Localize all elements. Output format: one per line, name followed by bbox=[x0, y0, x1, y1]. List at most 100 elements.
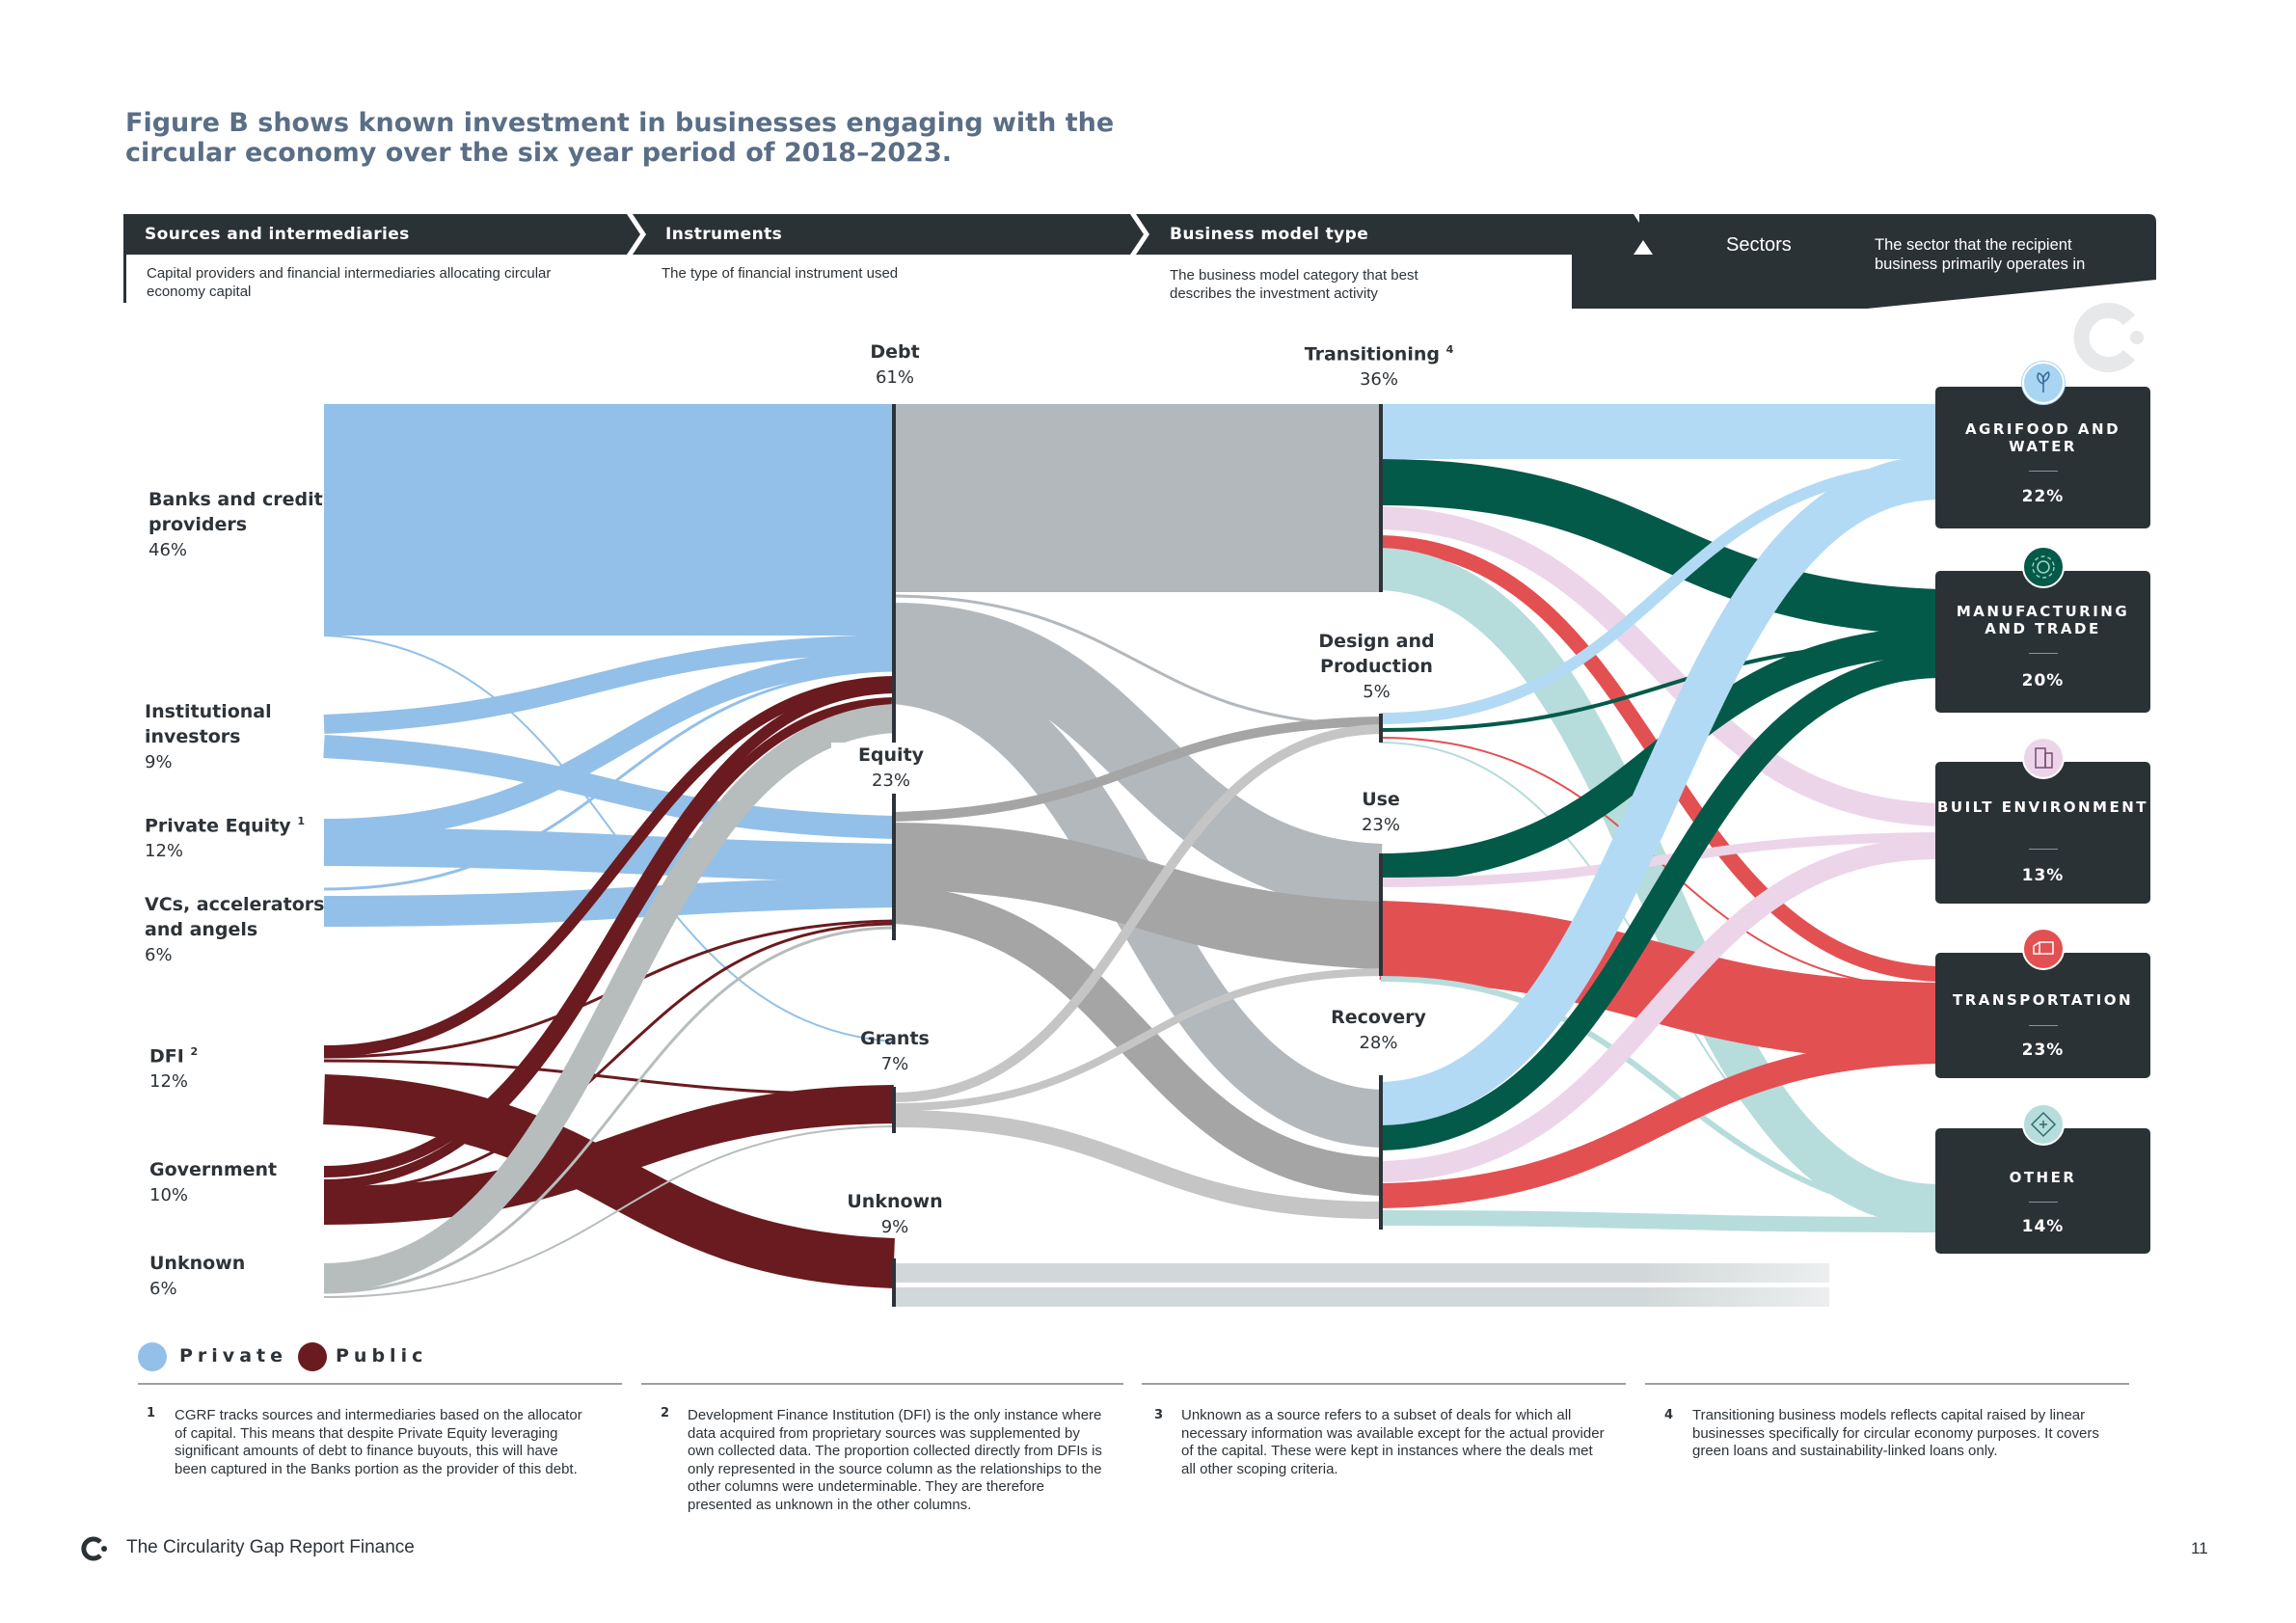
header-business-model: Business model type bbox=[1170, 225, 1369, 244]
flow-unknown-debt bbox=[323, 704, 895, 1292]
truck-icon bbox=[2021, 928, 2065, 970]
footnote-rule bbox=[1142, 1383, 1626, 1385]
flow-unknown-grants bbox=[323, 1125, 895, 1298]
flow-pe-equity bbox=[323, 827, 895, 882]
header-sectors: Sectors bbox=[1726, 234, 1792, 256]
flows-sources-to-instruments bbox=[323, 404, 895, 1298]
flow-unknown-band-2 bbox=[894, 1287, 1829, 1307]
sector-name: OTHER bbox=[2009, 1169, 2077, 1186]
header-arrow-business bbox=[1136, 214, 1647, 255]
header-business-desc: The business model category that best de… bbox=[1170, 267, 1418, 302]
legend-public-swatch bbox=[298, 1342, 327, 1371]
flow-government-debt bbox=[323, 682, 895, 1177]
instrument-label-grants: Grants 7% bbox=[860, 1028, 930, 1074]
building-icon bbox=[2021, 737, 2065, 779]
sector-name: AGRIFOOD AND WATER bbox=[1964, 420, 2121, 455]
flow-grants-recovery bbox=[893, 1110, 1382, 1219]
footnote-text: Unknown as a source refers to a subset o… bbox=[1181, 1407, 1605, 1477]
footnote-rule bbox=[1645, 1383, 2129, 1385]
instrument-label-unknown: Unknown 9% bbox=[847, 1191, 943, 1237]
node-bar-grants bbox=[892, 1087, 896, 1133]
flow-transitioning-built bbox=[1380, 506, 1939, 826]
sector-name: TRANSPORTATION bbox=[1953, 991, 2133, 1009]
flow-equity-use bbox=[893, 823, 1383, 969]
node-bar-unknown bbox=[892, 1258, 896, 1307]
instrument-label-debt: Debt 61% bbox=[870, 341, 920, 388]
footnote-text: Development Finance Institution (DFI) is… bbox=[688, 1407, 1102, 1513]
sector-name: MANUFACTURING AND TRADE bbox=[1956, 603, 2130, 637]
source-label-dfi: DFI 2 12% bbox=[149, 1045, 199, 1093]
flow-unknown-equity bbox=[323, 926, 895, 1294]
sector-built-environment: BUILT ENVIRONMENT 13% bbox=[1935, 737, 2150, 904]
footnote-number: 4 bbox=[1664, 1408, 1674, 1422]
footnote-rule bbox=[641, 1383, 1123, 1385]
flow-pe-debt bbox=[323, 650, 895, 840]
source-label-banks: Banks and credit providers 46% bbox=[149, 489, 323, 560]
flow-transitioning-manufacturing bbox=[1380, 459, 1939, 636]
sector-pct: 22% bbox=[2021, 487, 2065, 506]
flows-instruments-to-models bbox=[890, 404, 1829, 1307]
sector-pct: 13% bbox=[2021, 866, 2065, 885]
footnote-number: 1 bbox=[147, 1406, 156, 1420]
header-sources-desc: Capital providers and financial intermed… bbox=[147, 265, 552, 300]
footnote-rule bbox=[138, 1383, 622, 1385]
model-label-recovery: Recovery 28% bbox=[1331, 1007, 1426, 1053]
header-instruments: Instruments bbox=[665, 225, 783, 244]
sector-agrifood: AGRIFOOD AND WATER 22% bbox=[1935, 361, 2150, 528]
flow-dfi-unknown bbox=[323, 1074, 895, 1288]
flows-models-to-sectors bbox=[1379, 404, 1940, 1232]
gear-icon bbox=[2021, 546, 2065, 588]
flow-grants-use bbox=[893, 968, 1382, 1111]
flow-equity-design bbox=[893, 717, 1382, 822]
source-label-government: Government 10% bbox=[149, 1159, 278, 1205]
node-bars bbox=[892, 404, 1383, 1307]
source-label-private-equity: Private Equity 1 12% bbox=[145, 815, 305, 862]
leaf-icon bbox=[2020, 361, 2066, 405]
footnote-number: 3 bbox=[1154, 1408, 1164, 1422]
flow-use-other bbox=[1380, 976, 1939, 1223]
header-instruments-desc: The type of financial instrument used bbox=[662, 265, 899, 282]
flow-recovery-other bbox=[1380, 1210, 1939, 1232]
flow-transitioning-agrifood bbox=[1381, 404, 1938, 459]
model-label-design: Design and Production 5% bbox=[1318, 631, 1435, 702]
flow-debt-use bbox=[893, 603, 1383, 911]
flow-government-grants bbox=[323, 1085, 895, 1225]
sector-manufacturing: MANUFACTURING AND TRADE 20% bbox=[1935, 546, 2150, 713]
instrument-label-equity: Equity 23% bbox=[831, 743, 951, 794]
footer-report-name: The Circularity Gap Report Finance bbox=[126, 1537, 415, 1557]
flow-recovery-agrifood bbox=[1379, 455, 1940, 1126]
diamond-plus-icon bbox=[2021, 1103, 2065, 1146]
flow-grants-design bbox=[893, 724, 1382, 1102]
flow-unknown-band-1 bbox=[894, 1263, 1829, 1283]
figure-title: Figure B shows known investment in busin… bbox=[125, 108, 1115, 168]
page-number: 11 bbox=[2191, 1539, 2208, 1557]
flow-dfi-debt bbox=[323, 676, 895, 1057]
sector-transportation: TRANSPORTATION 23% bbox=[1935, 928, 2150, 1078]
sector-pct: 20% bbox=[2021, 671, 2065, 690]
flow-recovery-built bbox=[1380, 838, 1939, 1182]
report-logo-icon bbox=[81, 1536, 107, 1561]
header-arrow-sources bbox=[125, 214, 640, 255]
source-label-institutional: Institutional investors 9% bbox=[145, 701, 272, 772]
source-label-vcs: VCs, accelerators and angels 6% bbox=[145, 894, 325, 965]
header-sources: Sources and intermediaries bbox=[145, 225, 410, 244]
header-sectors-block bbox=[1572, 214, 2156, 309]
flow-vc-debt bbox=[323, 668, 895, 891]
column-header-bar bbox=[123, 214, 2156, 309]
flow-debt-transitioning bbox=[894, 404, 1381, 592]
legend-private-swatch bbox=[138, 1342, 167, 1371]
legend-public-label: Public bbox=[336, 1345, 428, 1366]
watermark-logo-icon bbox=[2073, 303, 2144, 372]
footnote-number: 2 bbox=[661, 1406, 670, 1420]
flow-vc-equity bbox=[323, 877, 895, 927]
header-sectors-desc: The sector that the recipient business p… bbox=[1875, 236, 2086, 273]
flow-use-built bbox=[1380, 832, 1939, 887]
sector-name: BUILT ENVIRONMENT bbox=[1936, 798, 2149, 816]
sector-other: OTHER 14% bbox=[1935, 1103, 2150, 1254]
flow-government-debt-2 bbox=[323, 697, 895, 1189]
flow-banks-debt bbox=[324, 404, 894, 636]
node-bar-design bbox=[1379, 714, 1383, 743]
node-bar-transitioning bbox=[1379, 404, 1383, 592]
footnote-text: Transitioning business models reflects c… bbox=[1692, 1407, 2099, 1459]
